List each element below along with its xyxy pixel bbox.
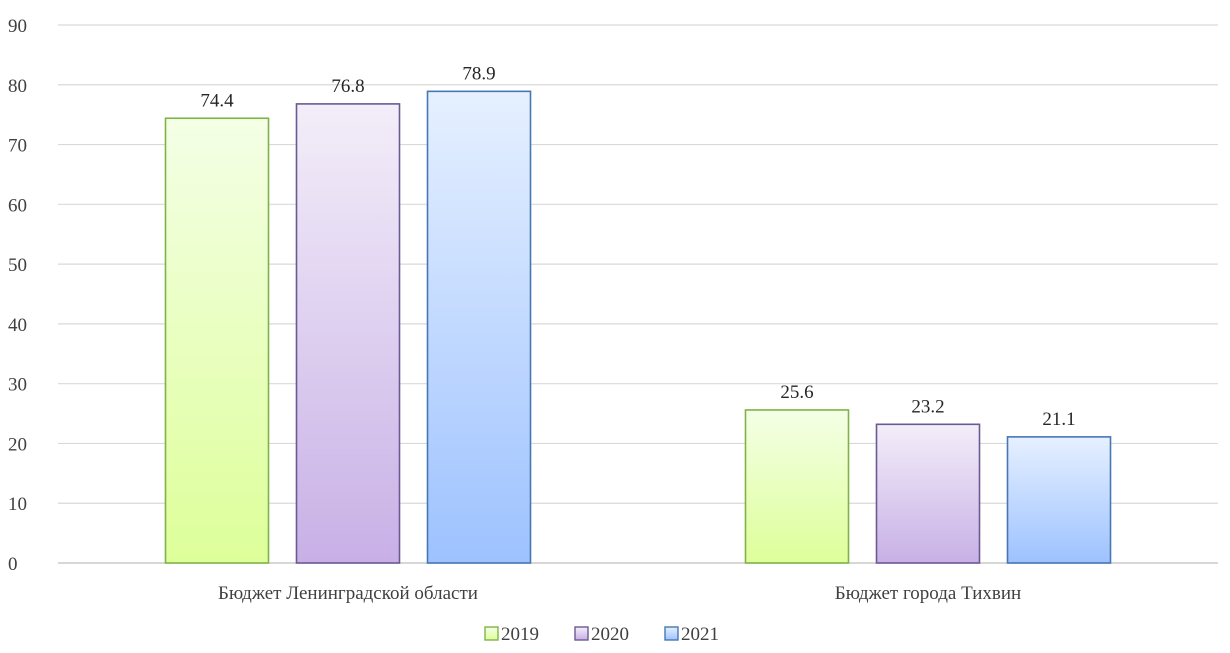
y-tick-label: 50: [8, 255, 27, 276]
y-tick-label: 20: [8, 434, 27, 455]
y-tick-label: 10: [8, 494, 27, 515]
data-label: 76.8: [331, 76, 364, 97]
data-label: 74.4: [200, 90, 234, 111]
legend-swatch: [664, 626, 679, 641]
x-category-label: Бюджет города Тихвин: [835, 583, 1021, 604]
bar-2020-0: [295, 103, 401, 564]
bar-2019-0: [164, 117, 270, 564]
y-axis-ticks: 0 10 20 30 40 50 60 70 80 90: [8, 16, 27, 575]
y-tick-label: 0: [8, 554, 18, 575]
bar-2021-0: [426, 90, 532, 564]
y-tick-label: 60: [8, 195, 27, 216]
legend: 2019 2020 2021: [484, 624, 719, 645]
legend-label: 2021: [681, 624, 719, 645]
data-labels: 74.4 76.8 78.9 25.6 23.2 21.1: [200, 63, 1075, 430]
data-label: 78.9: [462, 63, 495, 84]
legend-item-2021: 2021: [664, 624, 719, 645]
legend-swatch: [484, 626, 499, 641]
y-tick-label: 40: [8, 315, 27, 336]
legend-item-2020: 2020: [574, 624, 629, 645]
data-label: 21.1: [1042, 409, 1075, 430]
y-tick-label: 90: [8, 16, 27, 37]
legend-item-2019: 2019: [484, 624, 539, 645]
legend-swatch: [574, 626, 589, 641]
legend-label: 2020: [591, 624, 629, 645]
legend-label: 2019: [501, 624, 539, 645]
y-tick-label: 70: [8, 136, 27, 157]
x-axis-categories: Бюджет Ленинградской области Бюджет город…: [218, 583, 1021, 604]
bars: [164, 90, 1112, 564]
data-label: 23.2: [911, 396, 944, 417]
bar-2021-1: [1006, 436, 1112, 564]
y-tick-label: 80: [8, 76, 27, 97]
bar-2020-1: [875, 423, 981, 564]
bar-2019-1: [744, 409, 850, 564]
y-tick-label: 30: [8, 375, 27, 396]
data-label: 25.6: [780, 382, 813, 403]
x-category-label: Бюджет Ленинградской области: [218, 583, 478, 604]
